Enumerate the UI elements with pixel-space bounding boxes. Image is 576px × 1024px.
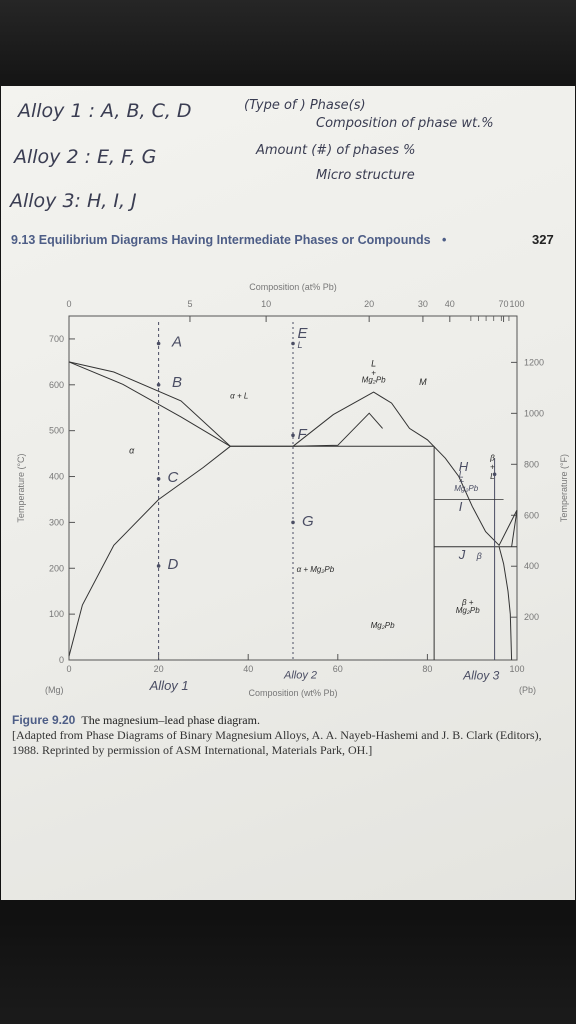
y-tick-label: 500 xyxy=(49,426,64,436)
phase-boundary-2 xyxy=(68,361,231,447)
y2-tick-label: 1200 xyxy=(524,357,544,367)
point-B-dot xyxy=(156,383,161,387)
x-tick-label: 80 xyxy=(422,664,432,674)
phase-label-beta-L: L xyxy=(490,472,494,481)
pb-liquidus xyxy=(511,509,518,547)
point-A: A xyxy=(171,334,182,351)
figure-source: [Adapted from Phase Diagrams of Binary M… xyxy=(12,728,542,757)
alloy1-label: Alloy 1 xyxy=(149,678,189,693)
y-tick-label: 300 xyxy=(49,517,64,527)
note-alloy3: Alloy 3: H, I, J xyxy=(10,190,137,212)
point-J-beta: β xyxy=(476,551,482,561)
x2-tick-label: 70 xyxy=(499,299,509,309)
note-amount-of-phases: Amount (#) of phases % xyxy=(256,143,416,158)
phase-label-alpha-L: α + L xyxy=(230,392,248,401)
point-C: C xyxy=(168,469,179,486)
point-C-dot xyxy=(156,477,161,481)
phase-label-alpha-mg2pb: α + Mg₂Pb xyxy=(297,565,335,574)
alloy3-label: Alloy 3 xyxy=(462,669,499,683)
phase-boundary-1 xyxy=(68,361,383,447)
x2-tick-label: 20 xyxy=(364,299,374,309)
phase-label-alpha: α xyxy=(129,446,135,456)
note-alloy1: Alloy 1 : A, B, C, D xyxy=(18,100,192,122)
x-tick-label: 0 xyxy=(66,664,71,674)
phase-diagram: 0100200300400500600700200400600800100012… xyxy=(16,282,569,698)
note-composition-of-phase: Composition of phase wt.% xyxy=(316,116,494,131)
phase-label-beta-plus: β + xyxy=(461,598,474,607)
y2-tick-label: 1000 xyxy=(524,408,544,418)
phase-label-L-mg2pb: Mg₂Pb xyxy=(362,376,387,385)
x2-tick-label: 5 xyxy=(187,299,192,309)
point-F-dot xyxy=(291,433,295,438)
point-G-dot xyxy=(291,520,295,525)
phase-label-beta-mg2pb: Mg₂Pb xyxy=(456,606,481,615)
y-tick-label: 700 xyxy=(49,334,64,344)
x-tick-label: 60 xyxy=(333,664,343,674)
phase-label-mg2pb: Mg₂Pb xyxy=(371,621,396,630)
y2-tick-label: 600 xyxy=(524,510,539,520)
page-number: 327 xyxy=(532,232,554,247)
x-axis-label: Composition (wt% Pb) xyxy=(248,688,337,698)
point-E-sub: L xyxy=(297,340,302,350)
point-H-phase: Mg₂Pb xyxy=(454,484,479,493)
paper-sheet xyxy=(1,86,575,900)
point-D-dot xyxy=(156,564,161,568)
note-type-of-phases: (Type of ) Phase(s) xyxy=(244,98,366,113)
y2-tick-label: 800 xyxy=(524,459,539,469)
point-E-dot xyxy=(291,341,295,346)
figure-title: The magnesium–lead phase diagram. xyxy=(81,713,260,727)
note-microstructure: Micro structure xyxy=(316,168,415,183)
phase-boundary-3 xyxy=(68,445,231,657)
x2-tick-label: 0 xyxy=(66,299,71,309)
header-bullet: • xyxy=(442,233,447,247)
point-H-sub: L xyxy=(459,469,464,479)
point-H-plus: + xyxy=(459,476,464,486)
note-alloy2: Alloy 2 : E, F, G xyxy=(14,146,157,168)
phase-label-L: L xyxy=(371,358,376,368)
page-header: 9.13 Equilibrium Diagrams Having Interme… xyxy=(11,233,446,247)
point-J: J xyxy=(458,547,466,562)
x2-tick-label: 100 xyxy=(509,299,524,309)
section-title: 9.13 Equilibrium Diagrams Having Interme… xyxy=(11,233,431,247)
y-axis-label: Temperature (°C) xyxy=(16,453,26,522)
figure-label: Figure 9.20 xyxy=(12,713,76,727)
point-H-dot xyxy=(492,472,497,477)
y-tick-label: 600 xyxy=(49,380,64,390)
y2-tick-label: 400 xyxy=(524,561,539,571)
point-D: D xyxy=(168,556,179,573)
x2-axis-label: Composition (at% Pb) xyxy=(249,282,337,292)
point-F: F xyxy=(297,426,307,443)
point-H: H xyxy=(459,459,469,474)
x-end-label-pb: (Pb) xyxy=(519,685,536,695)
x2-tick-label: 40 xyxy=(445,299,455,309)
y-tick-label: 100 xyxy=(49,609,64,619)
x-end-label-mg: (Mg) xyxy=(45,685,64,695)
y2-axis-label: Temperature (°F) xyxy=(559,454,569,522)
point-B: B xyxy=(172,374,182,391)
phase-label-beta: β xyxy=(489,453,495,462)
point-A-dot xyxy=(156,341,161,346)
phase-label-L-plus: + xyxy=(371,369,376,378)
point-E: E xyxy=(297,325,308,342)
x2-tick-label: 10 xyxy=(261,299,271,309)
plot-frame xyxy=(68,315,518,661)
x-tick-label: 40 xyxy=(243,664,253,674)
phase-label-beta-plus-L: + xyxy=(490,463,495,472)
phase-boundary-5 xyxy=(498,546,513,661)
phase-label-M: M xyxy=(419,377,427,387)
x-tick-label: 20 xyxy=(154,664,164,674)
point-I: I xyxy=(459,499,463,514)
alloy2-label: Alloy 2 xyxy=(283,669,317,681)
y-tick-label: 400 xyxy=(49,472,64,482)
y2-tick-label: 200 xyxy=(524,612,539,622)
x-tick-label: 100 xyxy=(509,664,524,674)
y-tick-label: 0 xyxy=(59,655,64,665)
point-G: G xyxy=(302,513,314,530)
figure-caption: Figure 9.20 The magnesium–lead phase diag… xyxy=(12,713,552,758)
y-tick-label: 200 xyxy=(49,563,64,573)
x2-tick-label: 30 xyxy=(418,299,428,309)
phase-boundary-4 xyxy=(292,391,518,547)
